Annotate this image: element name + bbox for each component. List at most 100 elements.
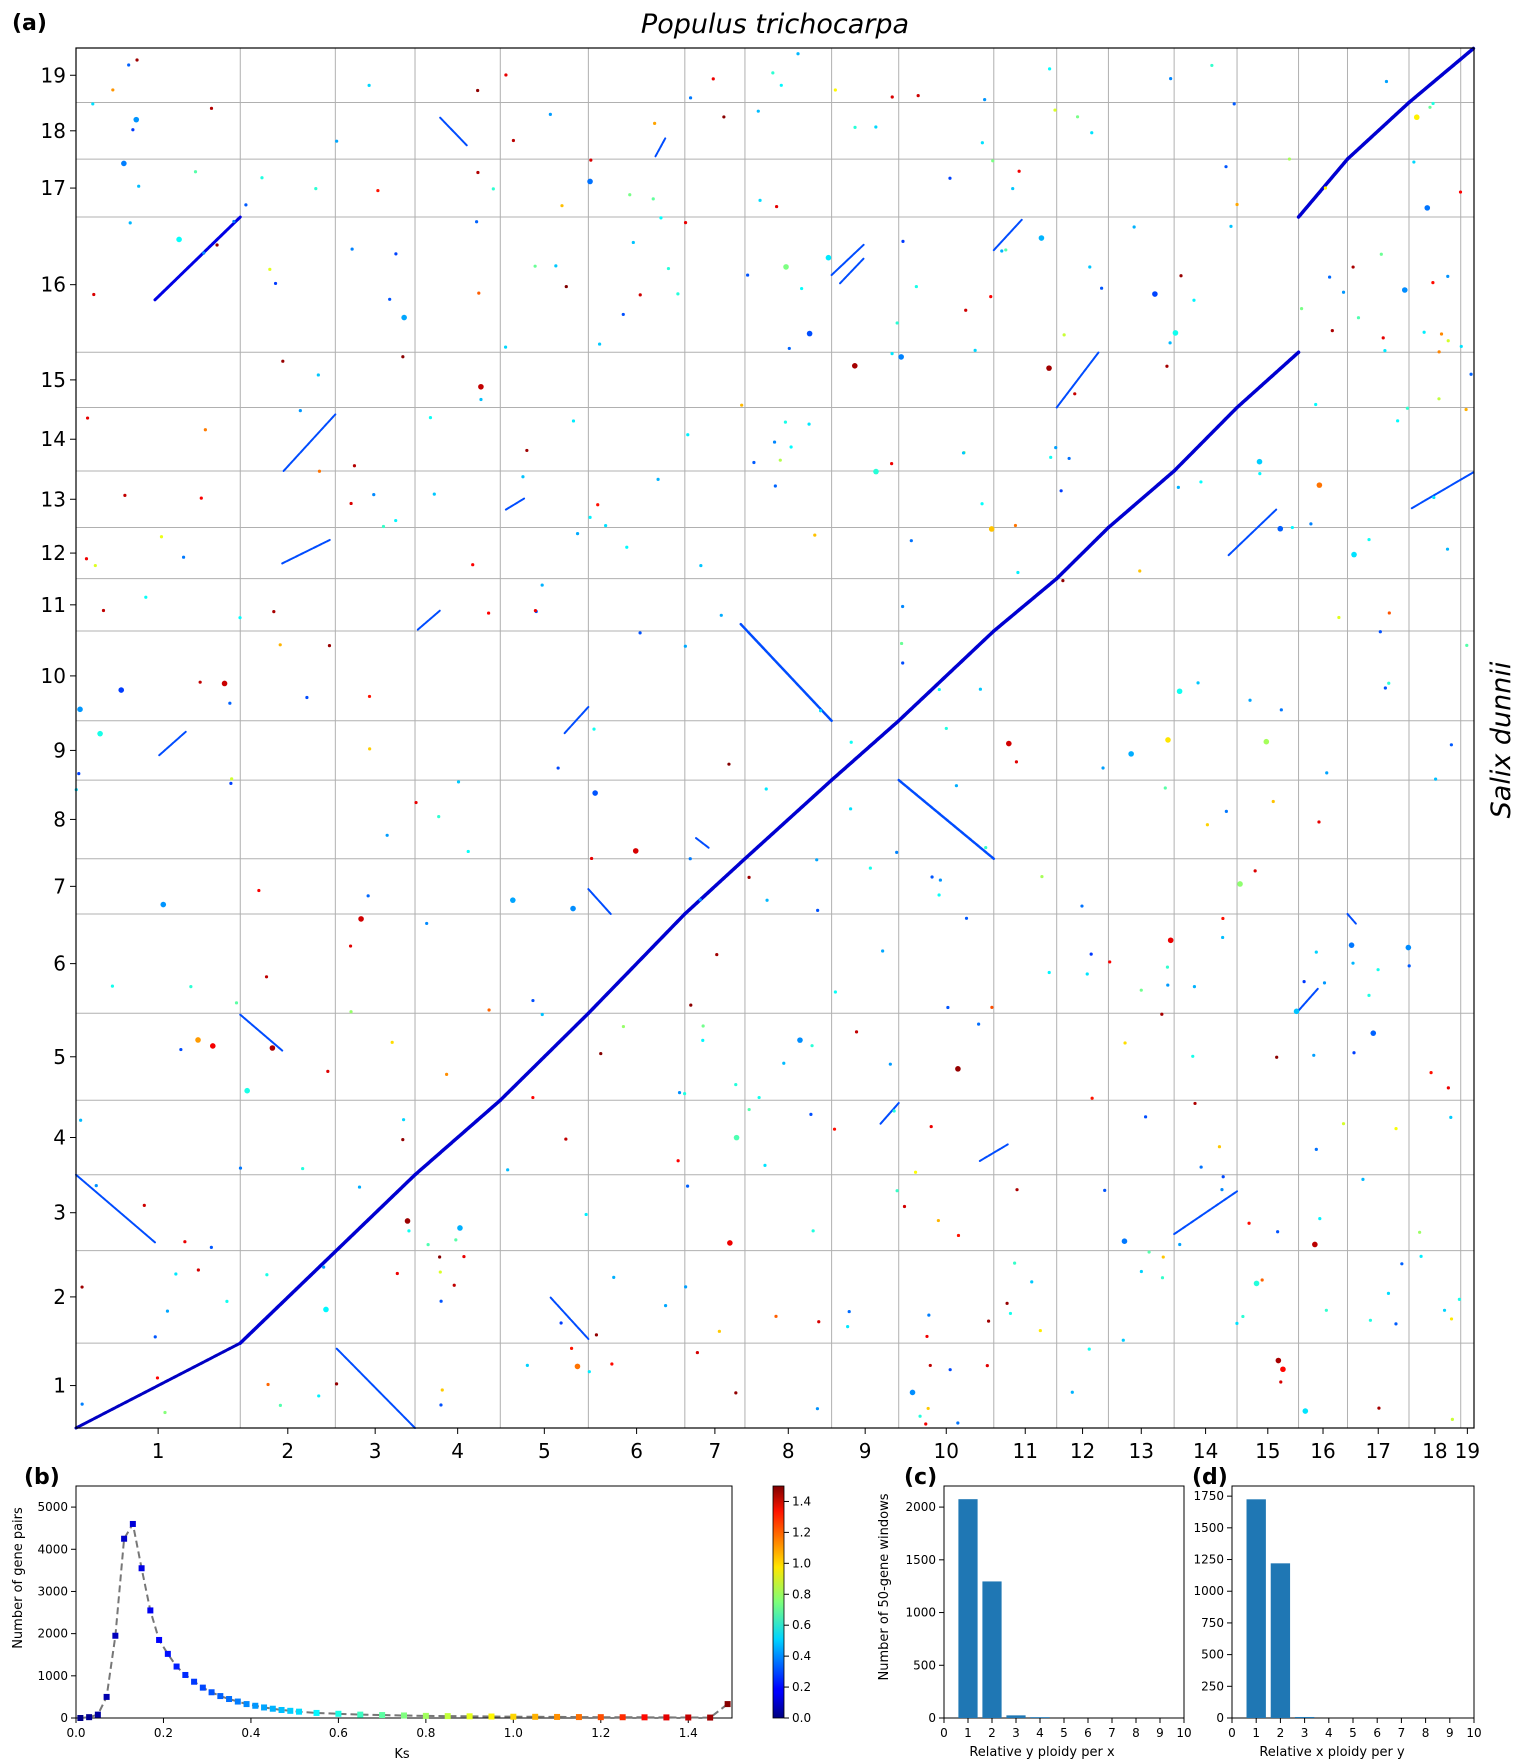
ks-point (94, 1711, 101, 1718)
x-chromosome-label: 12 (1070, 1439, 1095, 1463)
ks-point (86, 1714, 93, 1721)
gene-pair-dot (782, 1061, 786, 1065)
gene-pair-dot (752, 460, 756, 465)
gene-pair-dot (587, 178, 593, 185)
gene-pair-dot (401, 355, 405, 359)
gene-pair-dot (1432, 495, 1436, 500)
gene-pair-dot (155, 1376, 160, 1380)
gene-pair-dot (632, 848, 639, 854)
gene-pair-dot (477, 291, 481, 295)
gene-pair-dot (466, 849, 470, 854)
gene-pair-dot (851, 362, 858, 369)
gene-pair-dot (357, 1185, 362, 1189)
gene-pair-dot (1088, 265, 1092, 269)
gene-pair-dot (811, 1229, 815, 1233)
gene-pair-dot (1277, 525, 1284, 532)
gene-pair-dot (521, 475, 525, 479)
ks-point (724, 1701, 731, 1708)
gene-pair-dot (352, 464, 357, 468)
y-chromosome-label: 11 (41, 593, 66, 617)
gene-pair-dot (244, 203, 248, 207)
gene-pair-dot (131, 128, 135, 132)
y-chromosome-label: 4 (53, 1126, 66, 1150)
gene-pair-dot (404, 1218, 411, 1224)
gene-pair-dot (1015, 1188, 1019, 1192)
ks-x-tick-label: 1.2 (591, 1726, 610, 1740)
colorbar-tick-label: 0.6 (792, 1618, 811, 1632)
x-chromosome-label: 8 (782, 1439, 795, 1463)
synteny-block (281, 538, 331, 565)
gene-pair-dot (977, 1022, 981, 1026)
gene-pair-dot (80, 1285, 84, 1289)
gene-pair-dot (909, 1389, 916, 1396)
synteny-block (239, 1013, 284, 1052)
gene-pair-dot (438, 1255, 442, 1259)
ploidy-d-axes: 0 1 2 3 4 5 6 7 8 9 10 0 250 500 750 1000 1250 1500 1750 (1193, 1489, 1481, 1740)
gene-pair-dot (698, 898, 702, 902)
gene-pair-dot (358, 916, 364, 922)
gene-pair-dot (238, 1166, 243, 1170)
gene-pair-dot (849, 740, 853, 744)
gene-pair-dot (414, 800, 418, 805)
gene-pair-dot (1437, 350, 1441, 354)
x-chromosome-label: 3 (369, 1439, 382, 1463)
gene-pair-dot (1059, 489, 1063, 493)
gene-pair-dot (94, 1184, 98, 1188)
gene-pair-dot (1330, 329, 1334, 333)
gene-pair-dot (890, 95, 894, 99)
gene-pair-dot (77, 772, 81, 776)
gene-pair-dot (651, 197, 655, 201)
gene-pair-dot (268, 267, 272, 271)
gene-pair-dot (266, 1382, 270, 1387)
gene-pair-dot (946, 1005, 950, 1010)
gene-pair-dot (937, 687, 941, 692)
ploidy-y-tick-label: 250 (1201, 1679, 1224, 1693)
synteny-block (158, 730, 187, 757)
gene-pair-dot (638, 293, 642, 297)
gene-pair-dot (457, 1225, 463, 1231)
gene-pair-dot (575, 532, 580, 536)
gene-pair-dot (1418, 1230, 1422, 1234)
y-chromosome-label: 19 (41, 63, 66, 87)
synteny-block (1227, 508, 1278, 557)
gene-pair-dot (1341, 1122, 1346, 1126)
gene-pair-dot (832, 1127, 837, 1131)
colorbar-tick-label: 0.8 (792, 1587, 811, 1601)
y-chromosome-label: 5 (53, 1045, 66, 1069)
ks-point (707, 1714, 714, 1721)
gene-pair-dot (425, 921, 429, 926)
gene-pair-dot (1163, 786, 1167, 790)
ks-point (619, 1714, 626, 1721)
synteny-block (1407, 46, 1476, 105)
ks-colorbar (772, 1485, 785, 1719)
gene-pair-dot (868, 866, 872, 870)
gene-pair-dot (372, 493, 376, 497)
gene-pair-dot (1431, 281, 1435, 285)
gene-pair-dot (806, 330, 813, 337)
gene-pair-dot (476, 88, 480, 93)
synteny-block (504, 497, 526, 511)
gene-pair-dot (229, 781, 233, 785)
ploidy-c-bars (958, 1499, 1050, 1718)
gene-pair-dot (800, 286, 804, 291)
gene-pair-dot (774, 204, 779, 209)
gene-pair-dot (1348, 942, 1355, 948)
ploidy-c-x-label: Relative y ploidy per x (969, 1745, 1115, 1760)
gene-pair-dot (244, 1087, 250, 1094)
panel-label-c: (c) (904, 1465, 937, 1490)
gene-pair-dot (890, 461, 894, 466)
gene-pair-dot (193, 170, 198, 174)
gene-pair-dot (779, 83, 783, 87)
gene-pair-dot (209, 1245, 213, 1250)
gene-pair-dot (1276, 1230, 1280, 1234)
gene-pair-dot (1428, 105, 1432, 109)
gene-pair-dot (1040, 874, 1044, 879)
gene-pair-dot (77, 706, 83, 713)
synteny-block (1345, 100, 1411, 161)
gene-pair-dot (584, 1212, 588, 1217)
gene-pair-dot (1221, 1175, 1225, 1179)
gene-pair-dot (504, 73, 508, 77)
synteny-block (897, 778, 996, 860)
ploidy-x-tick-label: 7 (1398, 1726, 1406, 1740)
